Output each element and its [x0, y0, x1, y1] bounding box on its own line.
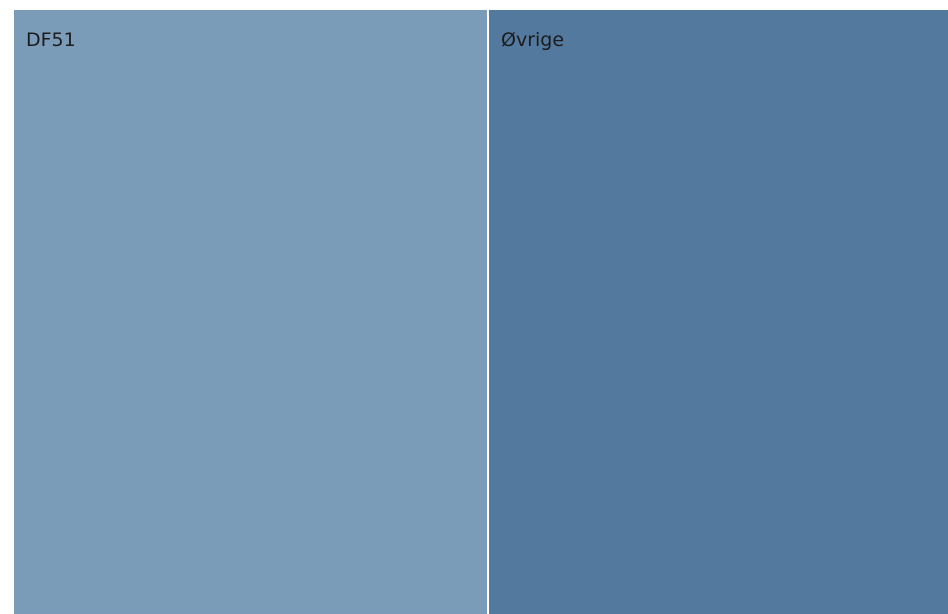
treemap-tile-label: Øvrige: [501, 29, 565, 51]
treemap-tile-label: DF51: [26, 29, 76, 51]
treemap-tile[interactable]: Øvrige: [489, 10, 948, 614]
treemap-chart: DF51 Øvrige: [14, 10, 948, 614]
treemap-tile[interactable]: DF51: [14, 10, 487, 614]
